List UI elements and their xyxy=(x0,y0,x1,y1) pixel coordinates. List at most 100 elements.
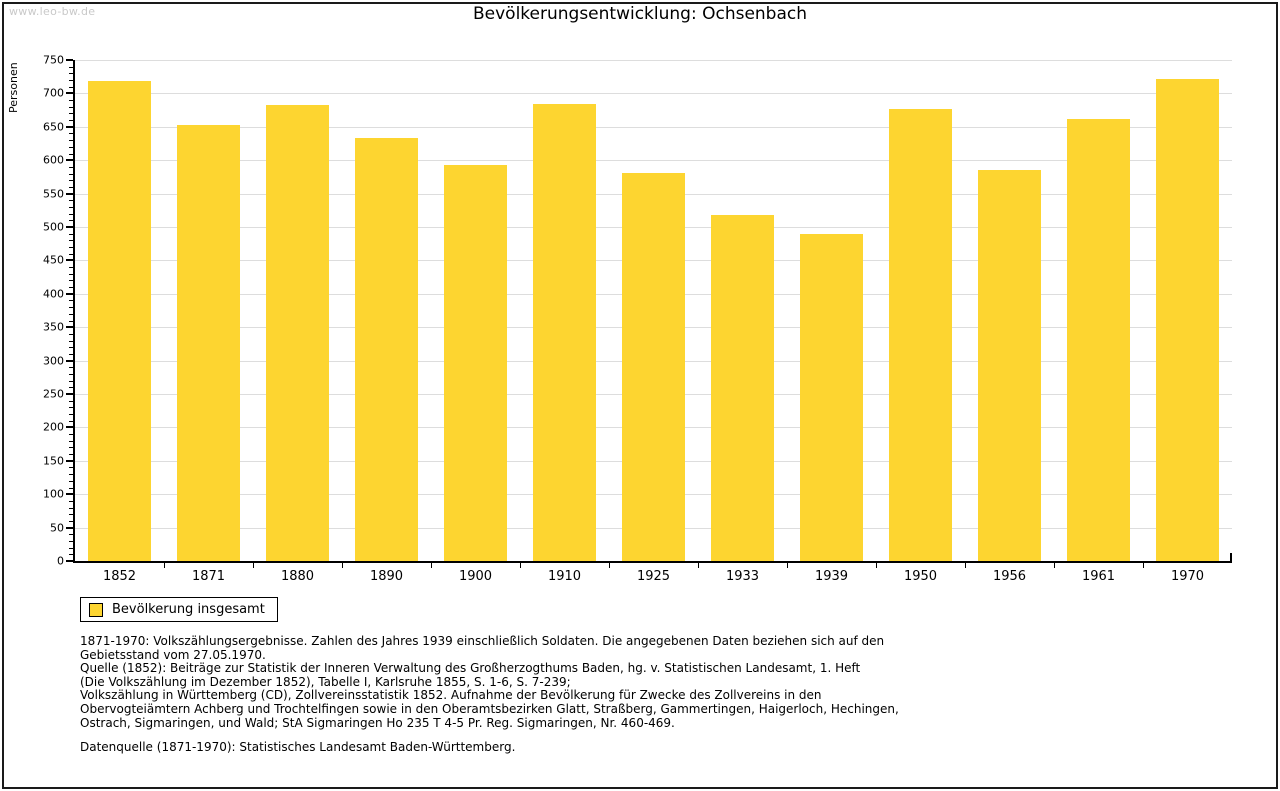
source-note-line: Ostrach, Sigmaringen, und Wald; StA Sigm… xyxy=(80,715,675,730)
y-minor-tick xyxy=(69,66,73,68)
x-boundary-tick xyxy=(431,563,432,568)
bar-1961 xyxy=(1067,118,1130,561)
bar-1852 xyxy=(88,81,151,561)
y-minor-tick xyxy=(69,514,73,516)
y-minor-tick xyxy=(69,280,73,282)
y-minor-tick xyxy=(69,86,73,88)
gridline xyxy=(75,126,1232,128)
y-major-tick xyxy=(66,359,73,362)
y-minor-tick xyxy=(69,80,73,82)
data-source-line: Datenquelle (1871-1970): Statistisches L… xyxy=(80,740,516,755)
y-major-tick xyxy=(66,326,73,329)
x-tick-label: 1880 xyxy=(280,569,315,584)
site-watermark: www.leo-bw.de xyxy=(9,5,96,18)
y-minor-tick xyxy=(69,400,73,402)
y-minor-tick xyxy=(69,73,73,75)
y-minor-tick xyxy=(69,467,73,469)
x-boundary-tick xyxy=(342,563,343,568)
x-boundary-tick xyxy=(698,563,699,568)
y-major-tick xyxy=(66,92,73,95)
bar-slot: 1871 xyxy=(164,60,253,584)
bar-slot: 1900 xyxy=(431,60,520,584)
y-major-tick xyxy=(66,192,73,195)
y-major-tick xyxy=(66,259,73,262)
y-major-tick xyxy=(66,426,73,429)
y-minor-tick xyxy=(69,307,73,309)
y-minor-tick xyxy=(69,367,73,369)
bar-1890 xyxy=(355,137,418,561)
y-minor-tick xyxy=(69,240,73,242)
bar-1880 xyxy=(266,105,329,561)
y-minor-tick xyxy=(69,213,73,215)
source-note-line: (Die Volkszählung im Dezember 1852), Tab… xyxy=(80,674,571,689)
bar-slot: 1910 xyxy=(520,60,609,584)
gridline xyxy=(75,93,1232,95)
x-boundary-tick xyxy=(787,563,788,568)
y-axis-title: Personen xyxy=(7,62,20,113)
y-minor-tick xyxy=(69,166,73,168)
y-major-tick xyxy=(66,59,73,61)
y-minor-tick xyxy=(69,380,73,382)
x-tick-label: 1933 xyxy=(725,569,760,584)
y-minor-tick xyxy=(69,180,73,182)
bar-slot: 1939 xyxy=(787,60,876,584)
source-notes: 1871-1970: Volkszählungsergebnisse. Zahl… xyxy=(80,634,1240,755)
x-boundary-tick xyxy=(609,563,610,568)
y-minor-tick xyxy=(69,414,73,416)
bar-slot: 1880 xyxy=(253,60,342,584)
y-tick-label: 100 xyxy=(43,487,64,501)
y-minor-tick xyxy=(69,387,73,389)
y-minor-tick xyxy=(69,474,73,476)
plot-area: 0 50 100 150 200 250 300 350 400 450 500 550 600 650 7… xyxy=(43,54,1232,584)
x-tick-label: 1890 xyxy=(369,569,404,584)
bar-slot: 1956 xyxy=(965,60,1054,584)
y-minor-tick xyxy=(69,273,73,275)
y-minor-tick xyxy=(69,440,73,442)
y-minor-tick xyxy=(69,547,73,549)
y-minor-tick xyxy=(69,113,73,115)
y-minor-tick xyxy=(69,206,73,208)
y-minor-tick xyxy=(69,100,73,102)
source-note-line: Volkszählung in Württemberg (CD), Zollve… xyxy=(80,688,822,703)
y-tick-label: 500 xyxy=(43,220,64,234)
y-tick-label: 150 xyxy=(43,454,64,468)
bar-1939 xyxy=(800,233,863,561)
y-minor-tick xyxy=(69,267,73,269)
y-minor-tick xyxy=(69,480,73,482)
y-tick-label: 450 xyxy=(43,253,64,267)
y-tick-label: 400 xyxy=(43,287,64,301)
y-tick-label: 200 xyxy=(43,420,64,434)
x-boundary-tick xyxy=(1143,563,1144,568)
y-minor-tick xyxy=(69,554,73,556)
x-boundary-tick xyxy=(253,563,254,568)
source-note-line: Quelle (1852): Beiträge zur Statistik de… xyxy=(80,661,861,676)
bars-layer: 1852 1871 1880 1890 1900 1910 1925 1933 1939 1950… xyxy=(75,60,1232,584)
y-major-tick xyxy=(66,459,73,462)
x-tick-label: 1852 xyxy=(102,569,137,584)
y-minor-tick xyxy=(69,340,73,342)
bar-slot: 1950 xyxy=(876,60,965,584)
y-minor-tick xyxy=(69,500,73,502)
x-tick-label: 1871 xyxy=(191,569,226,584)
bar-slot: 1890 xyxy=(342,60,431,584)
y-minor-tick xyxy=(69,407,73,409)
y-minor-tick xyxy=(69,287,73,289)
y-tick-label: 250 xyxy=(43,387,64,401)
legend-box: Bevölkerung insgesamt xyxy=(80,597,278,622)
source-note-line: Gebietsstand vom 27.05.1970. xyxy=(80,647,266,662)
legend-label: Bevölkerung insgesamt xyxy=(112,602,265,617)
y-minor-tick xyxy=(69,454,73,456)
x-boundary-tick xyxy=(164,563,165,568)
y-minor-tick xyxy=(69,186,73,188)
y-minor-tick xyxy=(69,173,73,175)
y-tick-label: 650 xyxy=(43,120,64,134)
y-major-tick xyxy=(66,226,73,228)
y-major-tick xyxy=(66,493,73,496)
y-minor-tick xyxy=(69,220,73,222)
y-minor-tick xyxy=(69,487,73,489)
x-boundary-tick xyxy=(520,563,521,568)
y-minor-tick xyxy=(69,106,73,108)
x-tick-label: 1900 xyxy=(458,569,493,584)
bar-1925 xyxy=(622,172,685,561)
legend-color-swatch-icon xyxy=(89,602,103,617)
